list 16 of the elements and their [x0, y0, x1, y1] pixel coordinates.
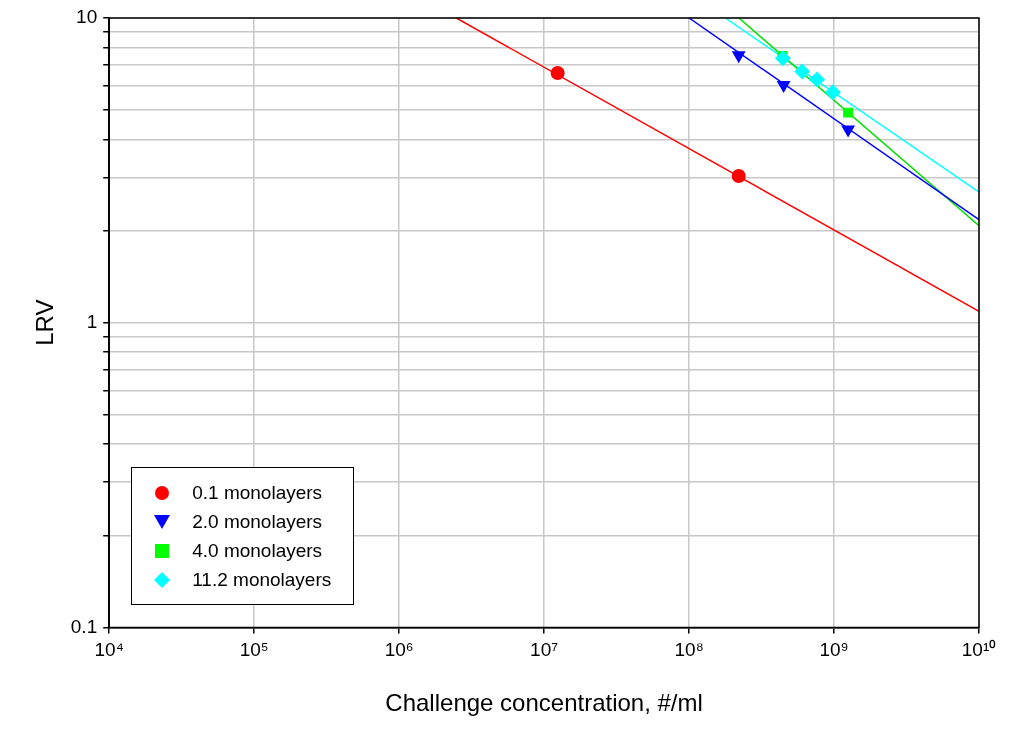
x-tick-label: 10⁸	[674, 639, 704, 661]
legend-label: 2.0 monolayers	[192, 510, 323, 533]
x-tick-label: 10⁴	[94, 639, 124, 661]
x-axis-title: Challenge concentration, #/ml	[385, 689, 703, 717]
legend-label: 0.1 monolayers	[192, 481, 323, 504]
legend-label: 4.0 monolayers	[192, 539, 323, 562]
y-tick-label: 1	[86, 310, 98, 332]
legend-label: 11.2 monolayers	[192, 568, 332, 591]
y-axis-title: LRV	[31, 299, 59, 346]
x-tick-label: 10⁹	[819, 639, 849, 661]
x-tick-label: 10⁷	[530, 639, 559, 661]
x-tick-label: 10¹⁰	[961, 639, 997, 661]
y-tick-label: 10	[76, 6, 98, 28]
x-tick-label: 10⁶	[384, 639, 414, 661]
x-tick-label: 10⁵	[239, 639, 269, 661]
y-tick-label: 0.1	[70, 615, 98, 637]
